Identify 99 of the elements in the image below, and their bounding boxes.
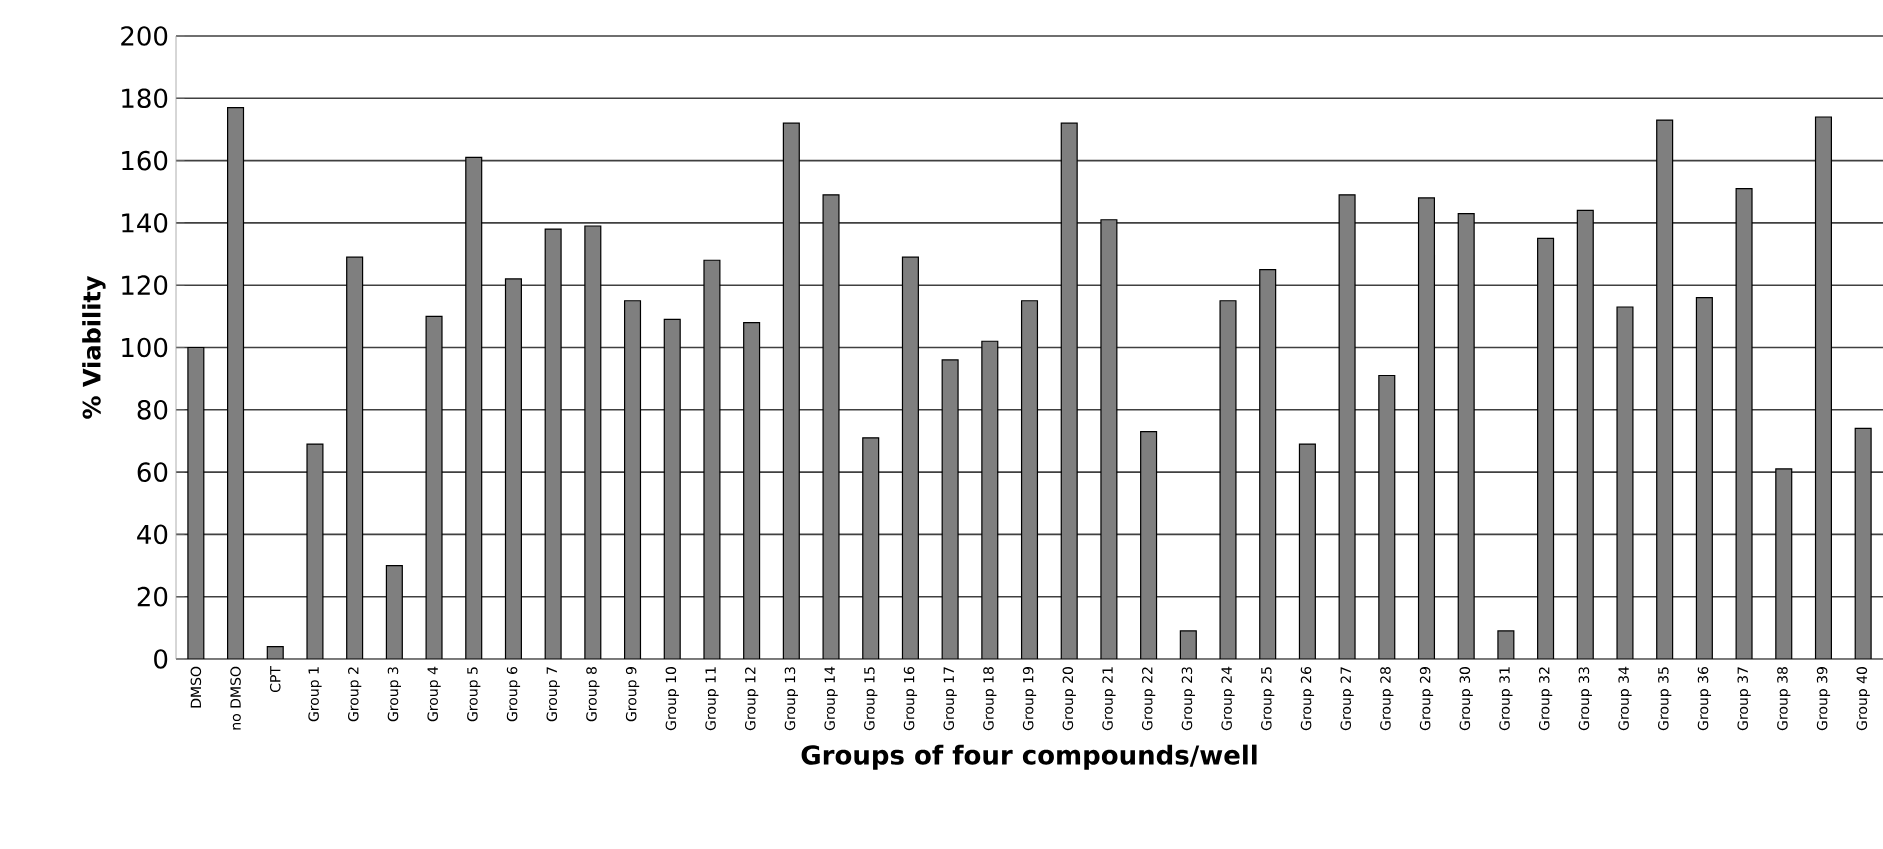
bar — [1814, 116, 1833, 659]
bar — [544, 228, 562, 659]
x-axis-title: Groups of four compounds/well — [801, 744, 1257, 770]
x-tick-label: Group 30 — [1459, 667, 1473, 731]
bar — [1616, 306, 1634, 659]
x-tick-label: Group 17 — [943, 667, 957, 731]
bar — [822, 194, 840, 659]
y-tick-label: 120 — [122, 275, 168, 296]
x-tick-label: Group 20 — [1062, 667, 1076, 731]
x-tick-label: Group 28 — [1380, 667, 1394, 731]
x-tick-label: Group 14 — [824, 666, 838, 731]
bar — [227, 107, 245, 659]
y-tick-label: 180 — [122, 88, 168, 109]
bar — [1060, 122, 1078, 659]
bar — [1775, 468, 1793, 659]
bar — [385, 564, 403, 659]
bar — [306, 443, 324, 659]
bar — [584, 225, 602, 659]
x-tick-label: Group 12 — [744, 667, 759, 731]
bar — [425, 315, 443, 659]
x-tick-label: Group 9 — [625, 667, 640, 722]
x-tick-label: Group 19 — [1022, 667, 1037, 731]
x-tick-label: Group 27 — [1340, 667, 1354, 731]
y-tick-label: 160 — [122, 150, 168, 171]
x-tick-label: Group 11 — [705, 667, 719, 731]
x-tick-label: Group 10 — [665, 667, 679, 731]
y-tick-label: 80 — [137, 399, 168, 420]
bar — [1457, 212, 1475, 659]
x-tick-label: Group 22 — [1141, 667, 1156, 731]
bar — [1020, 300, 1039, 659]
bar — [187, 346, 205, 659]
bar — [941, 359, 959, 659]
bar — [981, 340, 999, 659]
bar — [782, 122, 800, 659]
x-tick-label: Group 23 — [1181, 667, 1195, 731]
x-tick-label: Group 37 — [1737, 667, 1751, 731]
x-tick-label: Group 25 — [1261, 667, 1275, 731]
x-tick-label: Group 2 — [348, 667, 362, 722]
x-tick-label: Group 31 — [1499, 667, 1513, 731]
bar — [1338, 194, 1356, 659]
x-tick-label: DMSO — [190, 666, 202, 708]
x-tick-label: Group 36 — [1697, 666, 1712, 731]
bar — [1219, 300, 1237, 659]
x-tick-label: Group 18 — [983, 667, 997, 731]
bar — [504, 278, 522, 659]
bar — [1537, 237, 1555, 659]
x-tick-label: Group 21 — [1102, 667, 1116, 731]
bar — [1854, 427, 1872, 659]
x-tick-label: Group 39 — [1816, 667, 1831, 731]
bar — [1497, 630, 1515, 659]
x-tick-label: Group 16 — [903, 666, 918, 731]
x-tick-label: Group 34 — [1618, 666, 1632, 731]
bar — [1378, 374, 1396, 659]
y-tick-label: 0 — [154, 649, 168, 669]
x-tick-label: Group 6 — [506, 666, 521, 722]
bar — [1298, 443, 1316, 659]
bar — [901, 256, 919, 659]
y-axis-title: % Viability — [82, 275, 106, 419]
y-tick-label: 140 — [122, 213, 168, 233]
bar — [465, 156, 483, 659]
x-tick-label: Group 5 — [467, 667, 481, 722]
bar — [266, 645, 284, 659]
x-tick-label: Group 7 — [546, 667, 560, 722]
bar — [1417, 197, 1436, 659]
bar — [743, 321, 761, 659]
bar — [862, 437, 880, 659]
y-tick-label: 20 — [137, 586, 168, 607]
x-tick-label: no DMSO — [230, 666, 241, 730]
x-tick-label: Group 3 — [387, 667, 401, 722]
x-tick-label: Group 33 — [1578, 667, 1592, 731]
bar — [1259, 269, 1277, 659]
bar — [1656, 119, 1674, 659]
y-tick-label: 60 — [137, 462, 168, 482]
bar — [703, 259, 721, 659]
bar — [1100, 219, 1118, 659]
x-tick-label: Group 1 — [308, 667, 322, 722]
x-tick-label: Group 32 — [1538, 667, 1553, 731]
x-tick-label: Group 40 — [1856, 667, 1870, 731]
x-tick-label: Group 13 — [784, 667, 798, 731]
bar — [663, 318, 681, 659]
bar — [1179, 630, 1197, 659]
bar — [1140, 430, 1158, 659]
x-tick-label: Group 29 — [1419, 667, 1434, 731]
bar — [346, 256, 364, 659]
bar — [1695, 297, 1713, 659]
y-tick-label: 40 — [137, 524, 168, 545]
x-tick-label: Group 4 — [427, 666, 441, 722]
bar — [1735, 188, 1753, 659]
x-tick-label: Group 38 — [1777, 667, 1791, 731]
x-tick-label: Group 35 — [1658, 667, 1672, 731]
bar — [1576, 209, 1594, 659]
y-tick-label: 100 — [122, 337, 168, 358]
bar — [624, 300, 642, 659]
x-tick-label: CPT — [269, 666, 281, 693]
y-tick-label: 200 — [121, 26, 168, 46]
x-tick-label: Group 24 — [1221, 666, 1235, 731]
x-tick-label: Group 15 — [864, 667, 878, 731]
x-tick-label: Group 8 — [586, 667, 600, 722]
x-tick-label: Group 26 — [1300, 666, 1315, 731]
